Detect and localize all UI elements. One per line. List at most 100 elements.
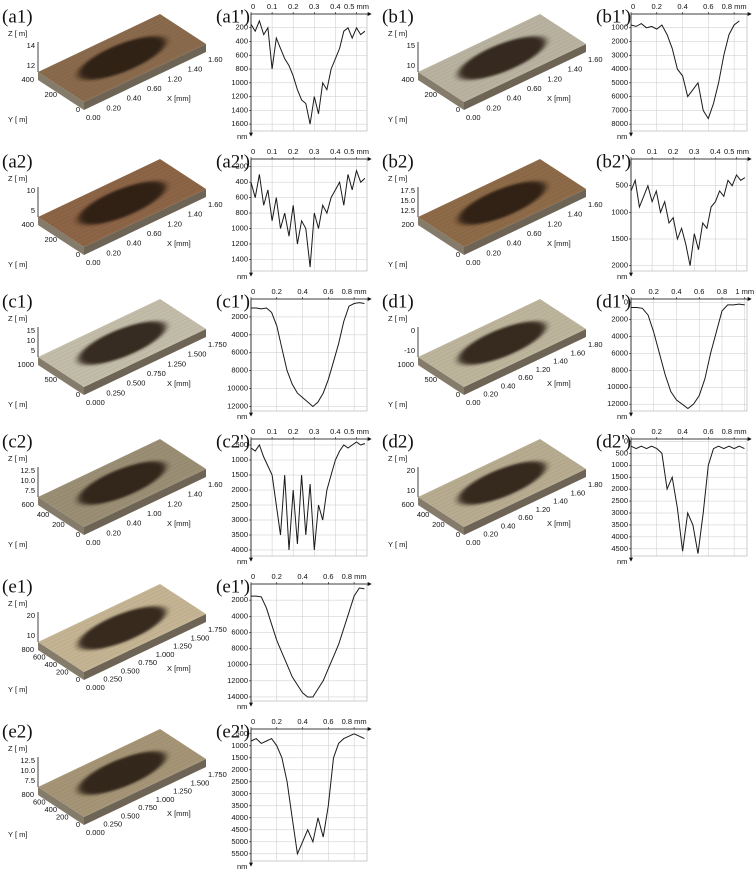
z-tick-label: 12.5: [20, 756, 35, 765]
x-tick-label: 0.5 mm: [344, 147, 369, 156]
y-tick-label: 200: [432, 520, 445, 529]
plot-area: [630, 13, 748, 132]
y-tick-label: 400: [21, 75, 34, 84]
x-tick-label: 0.60: [527, 84, 542, 93]
surface-top: [418, 439, 586, 527]
plot-area: [250, 583, 368, 702]
x-tick-label: 0.2: [652, 2, 662, 11]
y-tick-label: 4000: [611, 532, 628, 541]
y-tick-label: 600: [33, 797, 46, 806]
x-tick-label: 0.8 mm: [342, 717, 367, 726]
z-tick-label: 15: [407, 41, 415, 50]
y-unit-label: nm: [237, 132, 247, 141]
x-tick-label: 0.500: [127, 379, 146, 388]
y-axis-label: Y [ m]: [388, 115, 407, 124]
x-tick-label: 1.40: [553, 497, 568, 506]
wear-track: [78, 751, 166, 795]
y-tick-label: 600: [21, 500, 34, 509]
z-tick-label: 14: [27, 41, 35, 50]
y-tick-label: 400: [417, 510, 430, 519]
y-unit-label: nm: [237, 702, 247, 711]
texture: [80, 756, 203, 816]
y-tick-label: 3000: [231, 515, 248, 524]
profile-line: [251, 587, 365, 698]
texture: [424, 17, 546, 77]
panel-label: (b1): [382, 6, 414, 27]
x-tick-label: 0.3: [309, 2, 319, 11]
y-tick-label: 0: [76, 675, 80, 684]
slab-side: [418, 217, 464, 255]
x-tick-label: 0.250: [103, 820, 122, 829]
x-tick-label: 0.3: [309, 147, 319, 156]
y-tick-label: 4000: [231, 611, 248, 620]
y-tick-label: 4000: [231, 545, 248, 554]
x-tick-label: 0: [251, 287, 255, 296]
x-tick-label: 0.40: [127, 94, 142, 103]
x-tick-label: 0.60: [147, 229, 162, 238]
x-tick-label: 0.40: [127, 519, 142, 528]
y-tick-label: 4500: [611, 544, 628, 553]
y-tick-label: 14000: [227, 692, 248, 701]
surface-top: [38, 14, 206, 102]
x-axis-label: X [mm]: [167, 519, 191, 528]
x-tick-label: 0.6: [703, 427, 713, 436]
y-tick-label: 500: [615, 448, 628, 457]
wear-track: [78, 36, 166, 80]
y-axis-label: Y [ m]: [8, 830, 27, 839]
plot-area: [250, 13, 368, 132]
slab-front: [84, 469, 206, 535]
panel-label: (c1): [2, 291, 33, 312]
x-tick-label: 0.2: [668, 147, 678, 156]
surface-top: [38, 584, 206, 672]
x-tick-label: 0.500: [121, 666, 140, 675]
z-tick-label: 17.5: [400, 186, 415, 195]
wear-track: [78, 461, 166, 505]
y-axis-label: Y [ m]: [8, 115, 27, 124]
x-tick-label: 0.60: [518, 373, 533, 382]
x-tick-label: 1.60: [571, 488, 586, 497]
x-tick-label: 0.2: [652, 427, 662, 436]
y-tick-label: 6000: [611, 92, 628, 101]
y-tick-label: 1000: [231, 224, 248, 233]
slab-front: [84, 759, 206, 825]
y-tick-label: 500: [424, 375, 437, 384]
y-tick-label: 6000: [611, 348, 628, 357]
panel-label: (b1'): [596, 6, 631, 27]
y-tick-label: 2500: [611, 496, 628, 505]
x-tick-label: 0.60: [518, 513, 533, 522]
x-tick-label: 1.750: [208, 340, 227, 349]
panel-label: (a2'): [216, 151, 250, 172]
slab-front: [464, 44, 586, 110]
y-tick-label: 1000: [397, 360, 414, 369]
y-tick-label: 4000: [231, 330, 248, 339]
x-tick-label: 0.20: [483, 390, 498, 399]
z-tick-label: 12: [27, 61, 35, 70]
y-tick-label: 800: [235, 208, 248, 217]
y-axis-label: Y [ m]: [8, 260, 27, 269]
x-tick-label: 1.750: [208, 625, 227, 634]
z-tick-label: 10.0: [20, 476, 35, 485]
texture: [80, 41, 203, 101]
y-tick-label: 800: [21, 645, 34, 654]
y-tick-label: 7000: [611, 105, 628, 114]
y-tick-label: 12000: [227, 676, 248, 685]
y-tick-label: 8000: [231, 644, 248, 653]
y-tick-label: 800: [21, 790, 34, 799]
y-tick-label: 0: [76, 105, 80, 114]
x-tick-label: 1.250: [173, 642, 192, 651]
x-tick-label: 0.20: [486, 103, 501, 112]
y-tick-label: 0: [76, 820, 80, 829]
y-tick-label: 1000: [231, 741, 248, 750]
y-tick-label: 8000: [231, 366, 248, 375]
y-tick-label: 600: [33, 652, 46, 661]
x-tick-label: 0.4: [297, 572, 307, 581]
slab-side: [38, 217, 84, 255]
x-tick-label: 0.5 mm: [344, 2, 369, 11]
texture: [44, 732, 166, 792]
x-tick-label: 0.00: [466, 113, 481, 122]
panel-label: (e2'): [216, 721, 250, 742]
z-tick-label: 15.0: [400, 196, 415, 205]
plot-area: [630, 298, 748, 412]
panel-label: (e1): [2, 576, 33, 597]
x-tick-label: 1.40: [188, 210, 203, 219]
